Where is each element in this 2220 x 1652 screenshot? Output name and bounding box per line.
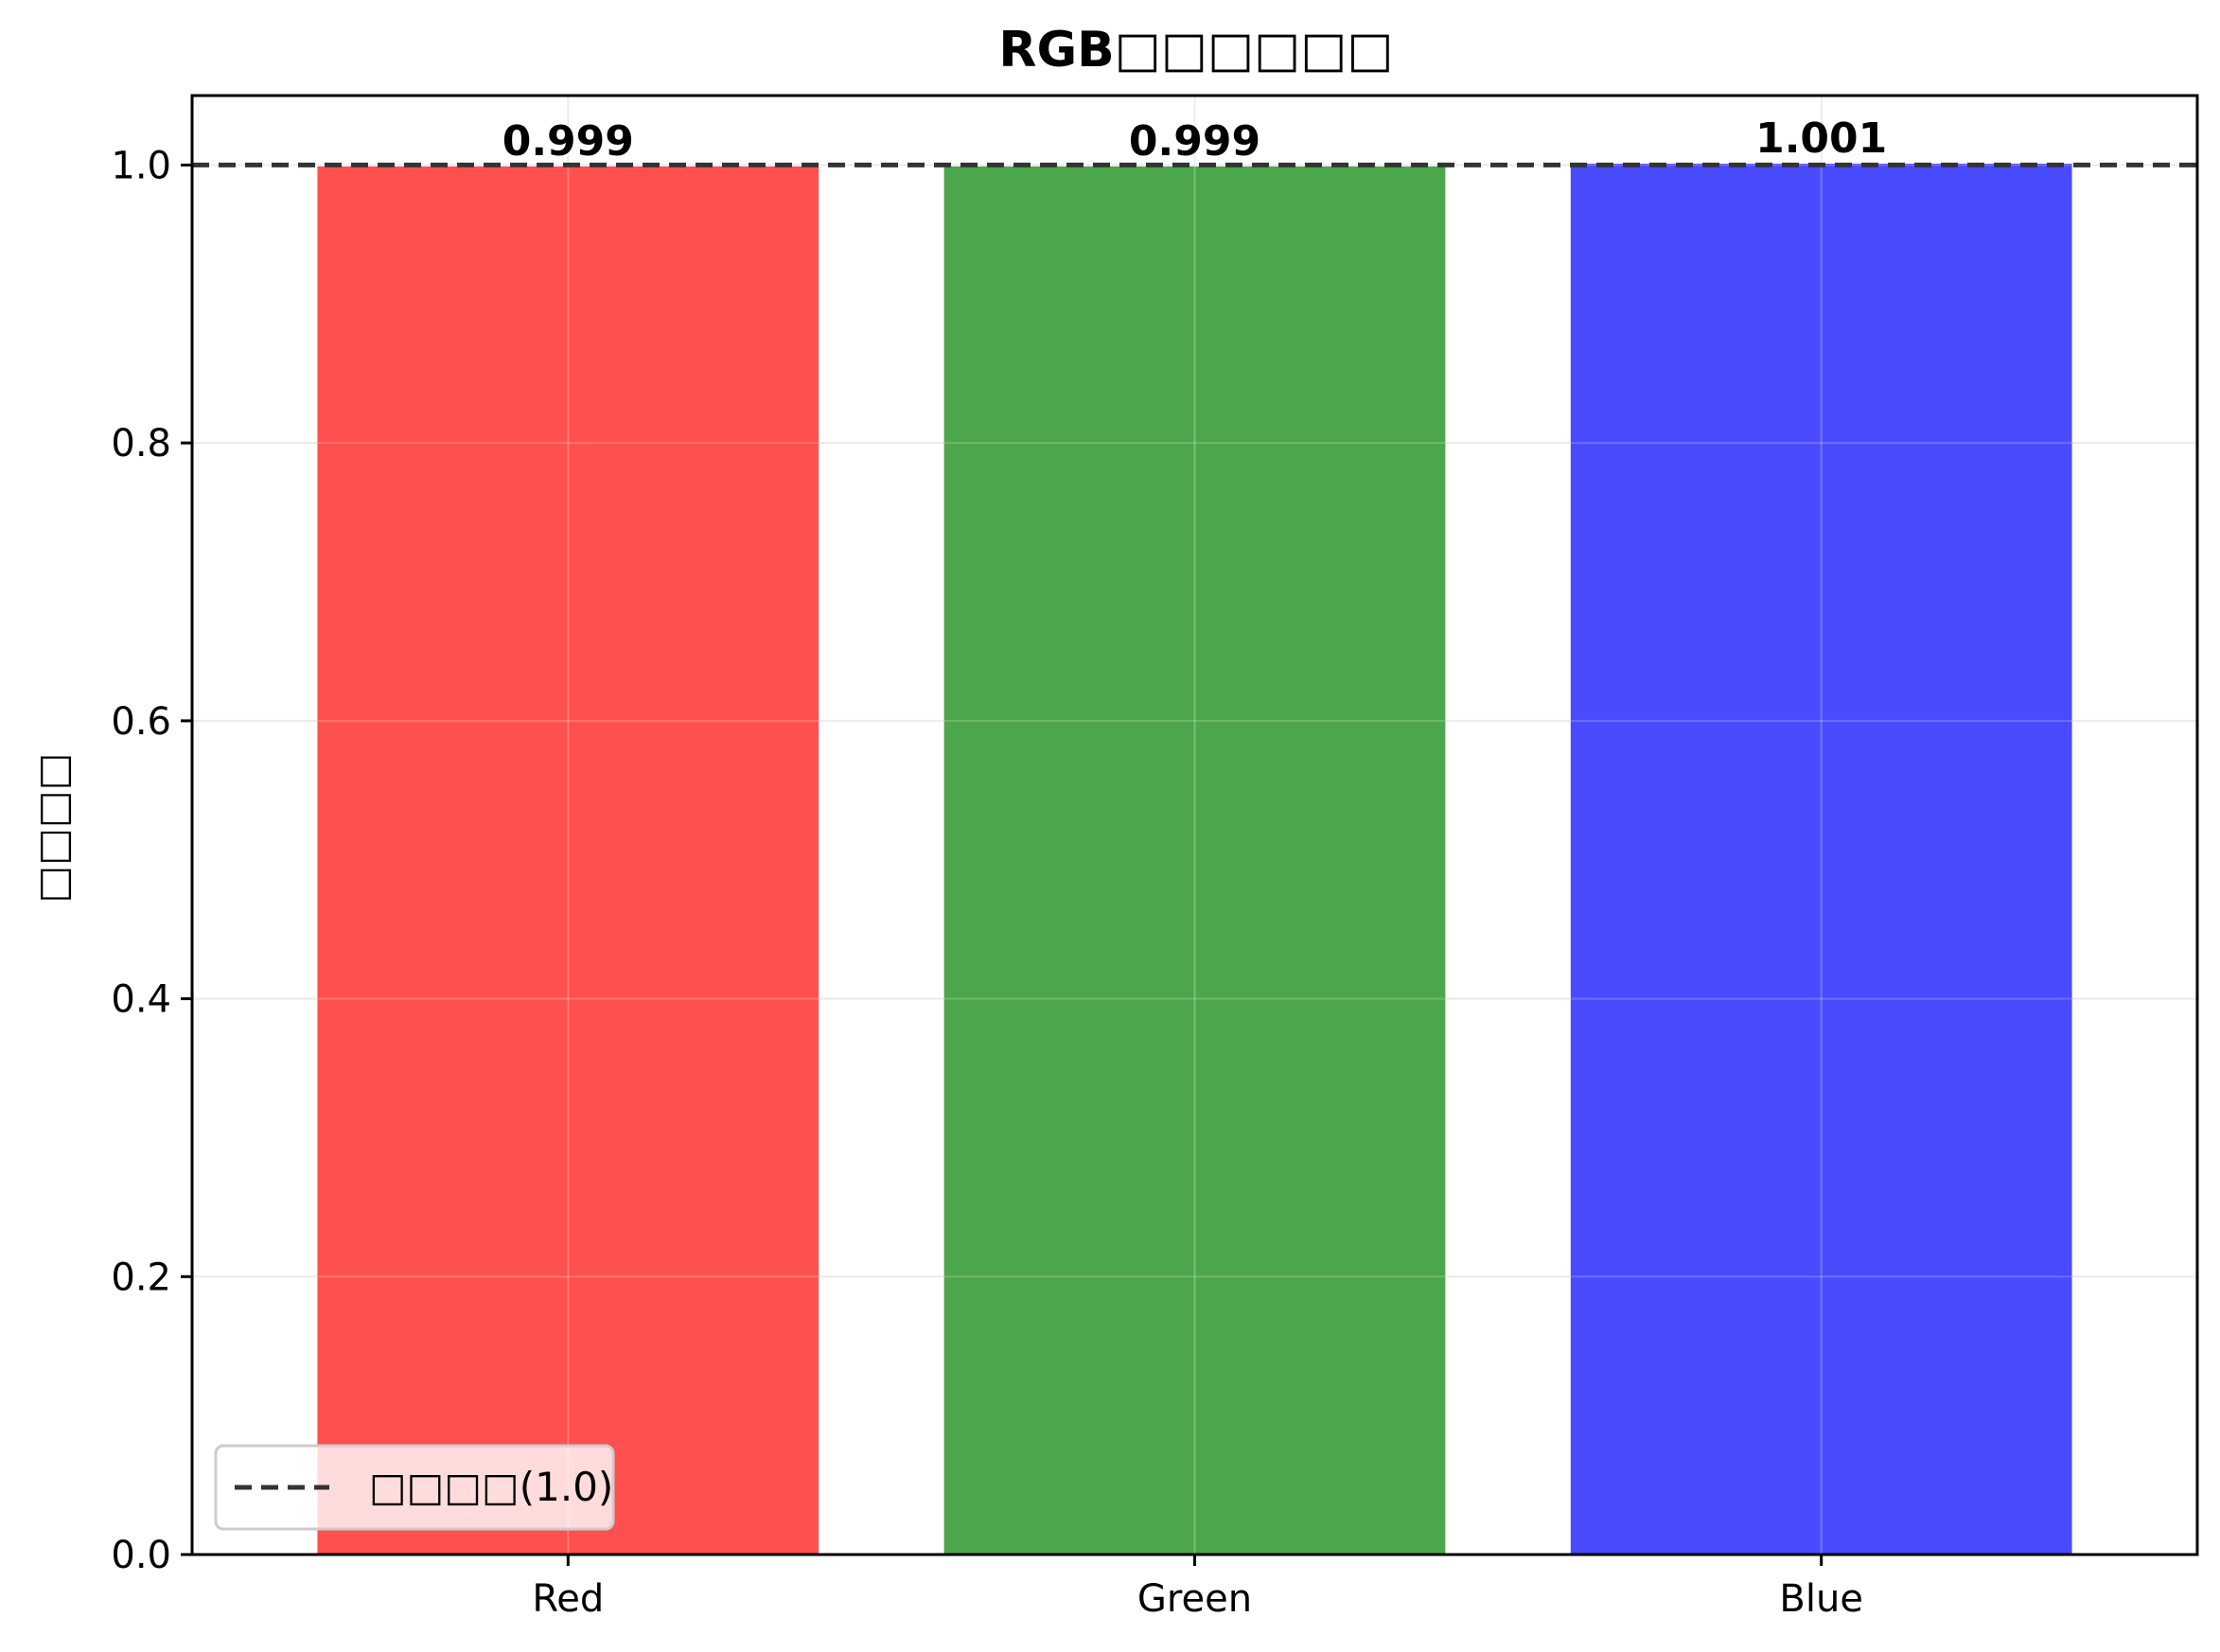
legend: □□□□(1.0) [214, 1444, 615, 1531]
bar-red [317, 166, 819, 1555]
y-axis-label: □□□□ [29, 753, 76, 904]
x-tick-label: Green [1137, 1577, 1252, 1621]
y-tick-label: 0.0 [111, 1534, 171, 1577]
y-tick-label: 0.4 [111, 978, 171, 1022]
chart-title: RGB□□□□□□ [998, 22, 1393, 79]
x-tick-label: Blue [1779, 1577, 1863, 1621]
bar-blue [1570, 163, 2072, 1555]
legend-box [214, 1444, 615, 1531]
bars [192, 96, 2197, 1555]
bar-green [943, 166, 1446, 1555]
value-label: 0.999 [1129, 117, 1260, 166]
data-labels: 0.999 0.999 1.001 [502, 114, 1888, 166]
value-label: 1.001 [1755, 114, 1887, 163]
y-tick-label: 1.0 [111, 144, 171, 187]
legend-label: □□□□(1.0) [369, 1464, 613, 1510]
axes: 0.0 0.2 0.4 0.6 0.8 1.0 Red Green Blue [111, 144, 1863, 1621]
y-tick-label: 0.6 [111, 700, 171, 744]
x-tick-label: Red [532, 1577, 604, 1621]
y-tick-label: 0.8 [111, 422, 171, 466]
y-tick-label: 0.2 [111, 1256, 171, 1299]
value-label: 0.999 [502, 117, 634, 166]
